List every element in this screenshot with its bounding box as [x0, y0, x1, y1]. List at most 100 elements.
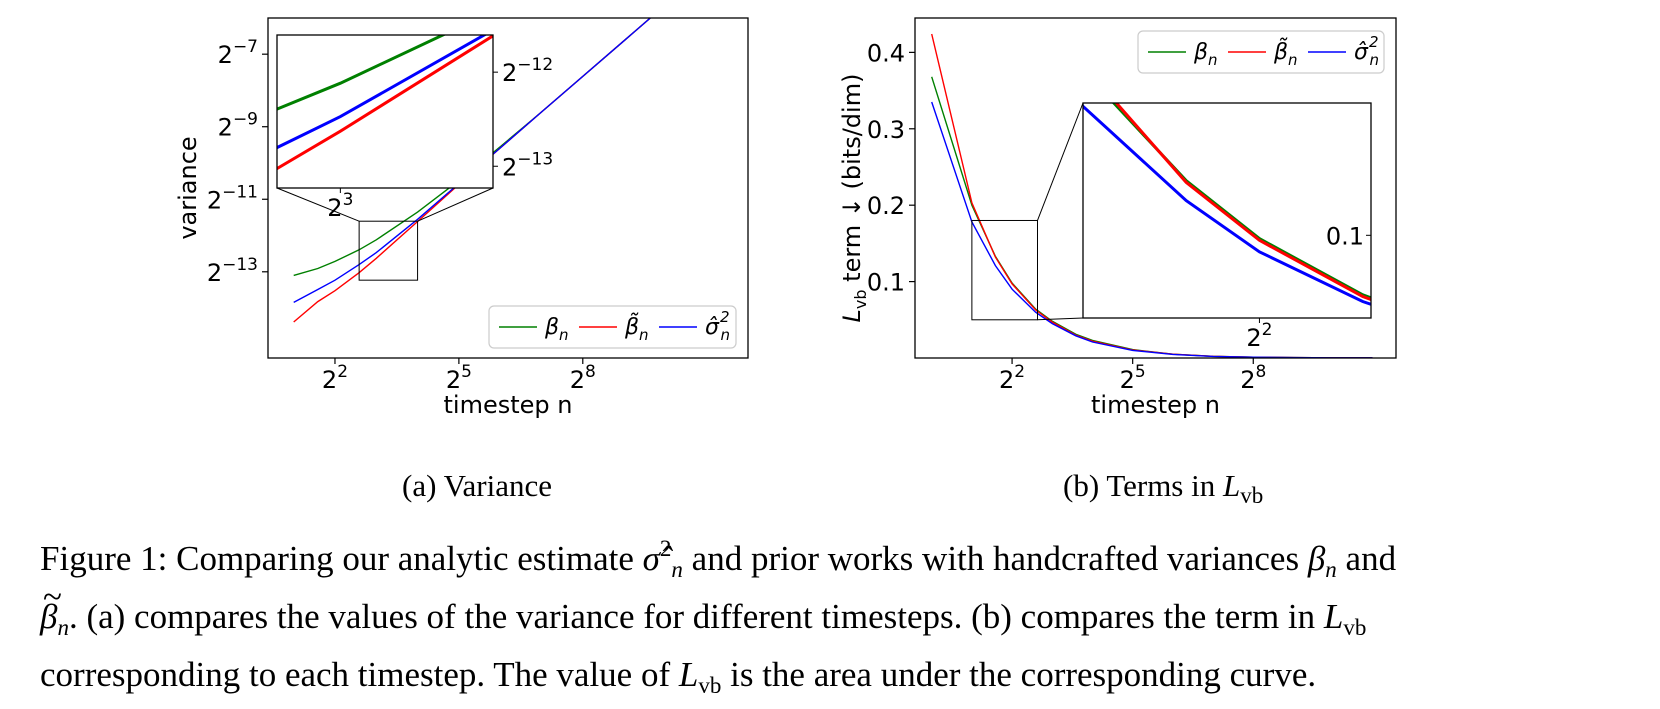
chart-b-inset-series-1 — [1114, 103, 1371, 302]
chart-a-inset-ytick-label-0: 2−12 — [502, 55, 553, 87]
caption-line-2: β ~ n. (a) compares the values of the vari… — [40, 577, 1640, 651]
chart-a-ytick-label-0-base: 2 — [218, 41, 233, 69]
L-symbol-1: L — [1323, 597, 1344, 636]
chart-a-series-2 — [293, 18, 652, 304]
chart-b-xtick-label-0-base: 2 — [999, 366, 1014, 394]
chart-a-xtick-label-0-exp: 2 — [337, 362, 348, 382]
caption-line-3: corresponding to each timestep. The valu… — [40, 651, 1640, 709]
chart-a-inset-ytick-label-1-base: 2 — [502, 153, 517, 181]
chart-b-inset-frame — [1082, 102, 1372, 319]
chart-a-xtick-label-0: 22 — [322, 362, 348, 394]
chart-a-xtick-label-2: 28 — [570, 362, 596, 394]
caption-text-3: and — [1345, 539, 1397, 578]
chart-b-ytick-label-3: 0.4 — [867, 39, 905, 67]
chart-b-inset-series-2 — [1083, 103, 1371, 306]
chart-a-legend-label-2: σ̂2 n — [705, 308, 730, 344]
chart-b-inset-ytick-label-0: 0.1 — [1326, 222, 1364, 250]
subcaption-b: (b) Terms in Lvb — [1063, 468, 1263, 509]
sigma-symbol: σ̂ — [642, 539, 660, 578]
chart-a-legend: βn β̃n σ̂2 n — [488, 305, 737, 349]
caption-text-2: and prior works with handcrafted varianc… — [691, 539, 1300, 578]
chart-a-xtick-label-2-base: 2 — [570, 366, 585, 394]
chart-a-ytick-label-2-base: 2 — [207, 186, 222, 214]
chart-a-ytick-label-2-exp: −11 — [222, 182, 258, 202]
chart-b-ytick-label-1: 0.2 — [867, 192, 905, 220]
caption-text-4: . (a) compares the values of the varianc… — [68, 597, 1316, 636]
subcaption-b-symbol: L — [1222, 468, 1241, 503]
chart-a-xlabel: timestep n — [444, 391, 573, 419]
L-subscript-2: vb — [698, 673, 722, 698]
beta-symbol: β — [1307, 539, 1326, 578]
chart-a-legend-label-1: β̃n — [624, 312, 649, 344]
chart-a-ylabel: variance — [174, 136, 202, 239]
chart-a-inset-ytick-label-1: 2−13 — [502, 149, 553, 181]
chart-b-legend-label-1: β̃n — [1273, 37, 1298, 69]
chart-b-xtick-label-1-base: 2 — [1120, 366, 1135, 394]
chart-a-inset-frame — [276, 34, 494, 189]
chart-b-legend-label-0: βn — [1193, 40, 1218, 69]
chart-a-ytick-label-0-exp: −7 — [233, 37, 258, 57]
chart-b-legend: βn β̃n σ̂2 n — [1137, 30, 1385, 74]
chart-b-zoom-box — [971, 219, 1038, 321]
chart-a-frame — [267, 17, 749, 359]
subcaption-b-subscript: vb — [1240, 483, 1264, 508]
chart-b-xtick-label-1: 25 — [1120, 362, 1146, 394]
chart-b-connector-1 — [1037, 102, 1084, 221]
chart-a-ytick-label-0: 2−7 — [218, 37, 258, 69]
chart-b-xtick-label-2-base: 2 — [1240, 366, 1255, 394]
L-subscript-1: vb — [1343, 615, 1367, 640]
chart-a-xtick-label-2-exp: 8 — [585, 362, 596, 382]
chart-a-ytick-label-3-exp: −13 — [222, 255, 258, 275]
beta-tilde-base: β — [40, 597, 58, 636]
chart-a-ytick-label-1-exp: −9 — [233, 110, 258, 130]
chart-a-ytick-label-3: 2−13 — [207, 255, 258, 287]
figure-caption: Figure 1: Comparing our analytic estimat… — [40, 525, 1640, 709]
chart-a-zoom-box — [358, 220, 419, 281]
chart-a-connector-2 — [417, 187, 494, 222]
chart-b-inset-xtick-label-0-base: 2 — [1246, 324, 1261, 352]
chart-b-connector-2 — [1037, 317, 1084, 321]
chart-a-xtick-label-1-base: 2 — [446, 366, 461, 394]
figure: 22 25 28 2−7 2−9 2−11 2−13 timestep n variance 23… — [40, 17, 1397, 698]
caption-line-1: Figure 1: Comparing our analytic estimat… — [40, 525, 1640, 593]
chart-a-ytick-label-1-base: 2 — [218, 114, 233, 142]
chart-a-legend-label-0: βn — [544, 315, 569, 344]
beta-subscript: n — [1325, 557, 1337, 582]
chart-a-xtick-label-1-exp: 5 — [461, 362, 472, 382]
chart-b-xlabel: timestep n — [1091, 391, 1220, 419]
chart-a-inset-xtick-label-0-base: 2 — [327, 194, 342, 222]
chart-a-inset-ytick-label-1-exp: −13 — [517, 149, 553, 169]
chart-b-inset-xtick-label-0: 22 — [1246, 320, 1272, 352]
chart-b-ytick-label-0: 0.1 — [867, 269, 905, 297]
chart-b-ylabel: Lvb term ↓ (bits/dim) — [838, 74, 870, 323]
beta-tilde-subscript: n — [57, 615, 69, 640]
subcaption-b-text: (b) Terms in — [1063, 468, 1223, 503]
L-symbol-2: L — [678, 655, 699, 694]
chart-a-ytick-label-2: 2−11 — [207, 182, 258, 214]
caption-text-1: Comparing our analytic estimate — [176, 539, 634, 578]
chart-b-ytick-label-2: 0.3 — [867, 116, 905, 144]
chart-b-xtick-label-1-exp: 5 — [1135, 362, 1146, 382]
chart-a-inset-bg — [277, 35, 493, 188]
chart-a-inset-xtick-label-0: 23 — [327, 190, 353, 222]
chart-a-xtick-label-0-base: 2 — [322, 366, 337, 394]
sigma-subscript: n — [671, 557, 683, 582]
caption-text-5: corresponding to each timestep. The valu… — [40, 655, 671, 694]
subcaption-a: (a) Variance — [402, 468, 553, 503]
chart-b-xtick-label-0-exp: 2 — [1014, 362, 1025, 382]
chart-a-ytick-label-1: 2−9 — [218, 110, 258, 142]
chart-b-inset-xtick-label-0-exp: 2 — [1262, 320, 1273, 340]
figure-label: Figure 1: — [40, 539, 168, 578]
caption-text-6: is the area under the corresponding curv… — [730, 655, 1317, 694]
chart-a-xtick-label-1: 25 — [446, 362, 472, 394]
chart-a-inset-xtick-label-0-exp: 3 — [343, 190, 354, 210]
chart-a-connector-1 — [276, 187, 360, 222]
tilde-mark: ~ — [43, 577, 62, 616]
chart-a-ytick-label-3-base: 2 — [207, 259, 222, 287]
chart-b-xtick-label-0: 22 — [999, 362, 1025, 394]
beta-tilde-symbol: β ~ — [40, 577, 62, 640]
chart-b-xtick-label-2: 28 — [1240, 362, 1266, 394]
chart-a-inset-ytick-label-0-base: 2 — [502, 59, 517, 87]
chart-b-legend-label-2: σ̂2 n — [1354, 33, 1379, 69]
